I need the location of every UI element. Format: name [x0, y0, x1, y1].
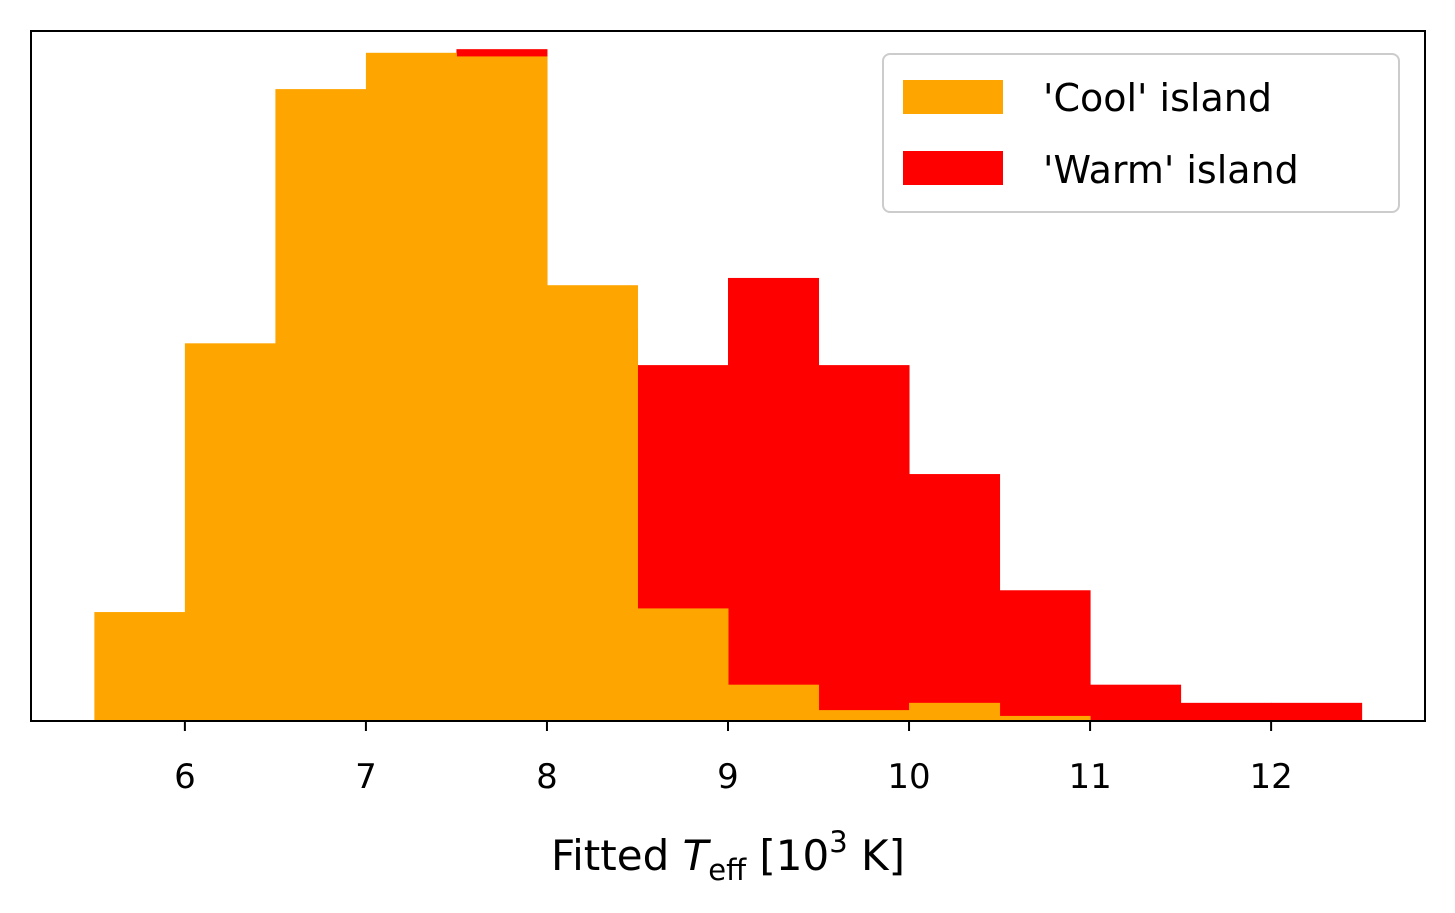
legend-swatch-warm	[903, 151, 1003, 185]
bar-cool-island-4	[456, 56, 548, 722]
bar-warm-island-12	[1180, 702, 1272, 721]
bar-cool-island-8	[818, 710, 910, 721]
x-tick-label-4: 10	[887, 757, 930, 797]
bar-warm-island-7	[728, 277, 820, 721]
bar-cool-island-2	[275, 89, 367, 721]
legend-label-cool: 'Cool' island	[1043, 76, 1272, 120]
legend-frame	[882, 53, 1400, 213]
bar-warm-island-8	[818, 365, 910, 721]
bar-warm-island-11	[1090, 684, 1182, 721]
x-tick-label-0: 6	[174, 757, 196, 797]
legend: 'Cool' island 'Warm' island	[882, 53, 1400, 213]
x-tick-label-1: 7	[355, 757, 377, 797]
bar-cool-island-9	[909, 702, 1001, 721]
x-axis-ticks: 6 7 8 9 10 11 12	[174, 721, 1293, 797]
bar-cool-island-0	[94, 612, 186, 721]
bar-cool-island-6	[637, 608, 729, 721]
bar-warm-island-10	[999, 590, 1091, 721]
bar-warm-island-13	[1271, 702, 1363, 721]
bar-warm-island-9	[909, 474, 1001, 721]
legend-swatch-cool	[903, 80, 1003, 114]
bar-cool-island-5	[546, 285, 638, 721]
histogram-bars	[94, 49, 1363, 722]
bar-cool-island-1	[184, 343, 276, 721]
bar-cool-island-7	[728, 684, 820, 721]
bar-cool-island-3	[365, 52, 457, 721]
x-tick-label-2: 8	[536, 757, 558, 797]
x-tick-label-5: 11	[1068, 757, 1111, 797]
series-cool-island	[94, 52, 1091, 722]
legend-label-warm: 'Warm' island	[1043, 148, 1299, 192]
x-tick-label-3: 9	[717, 757, 739, 797]
bar-cool-island-10	[999, 715, 1091, 721]
x-axis-label: Fitted Teff [103 K]	[551, 825, 905, 887]
x-tick-label-6: 12	[1249, 757, 1292, 797]
